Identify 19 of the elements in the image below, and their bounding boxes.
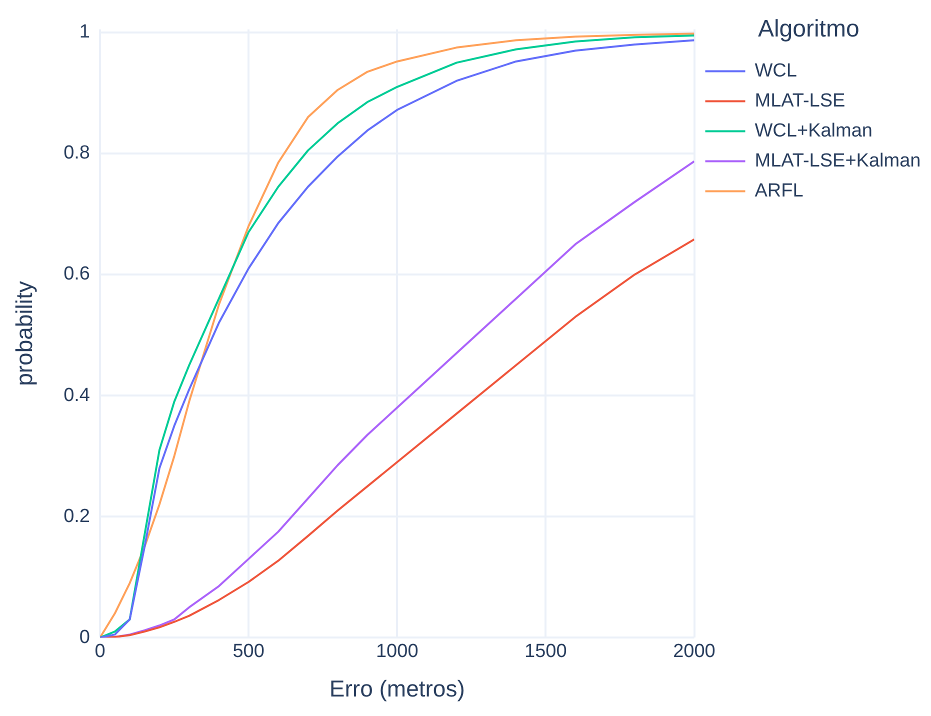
y-tick-label: 0 xyxy=(79,626,90,648)
legend-label: WCL xyxy=(754,60,797,82)
x-tick-label: 1000 xyxy=(376,641,418,662)
legend-label: MLAT-LSE xyxy=(754,90,846,112)
legend-label: ARFL xyxy=(754,180,804,202)
y-axis-title: probability xyxy=(11,280,38,386)
y-tick-label: 0.6 xyxy=(64,264,90,285)
x-tick-label: 0 xyxy=(94,641,106,662)
legend-title: Algoritmo xyxy=(758,16,860,43)
x-tick-label: 2000 xyxy=(673,641,716,662)
y-tick-label: 0.4 xyxy=(64,384,90,406)
y-tick-label: 0.2 xyxy=(64,506,90,527)
legend-label: MLAT-LSE+Kalman xyxy=(754,150,921,172)
x-tick-label: 500 xyxy=(232,641,264,662)
y-tick-label: 1 xyxy=(79,22,90,43)
y-tick-label: 0.8 xyxy=(64,142,90,164)
x-axis-title: Erro (metros) xyxy=(329,676,465,702)
legend-label: WCL+Kalman xyxy=(754,120,872,142)
x-tick-label: 1500 xyxy=(524,641,567,662)
